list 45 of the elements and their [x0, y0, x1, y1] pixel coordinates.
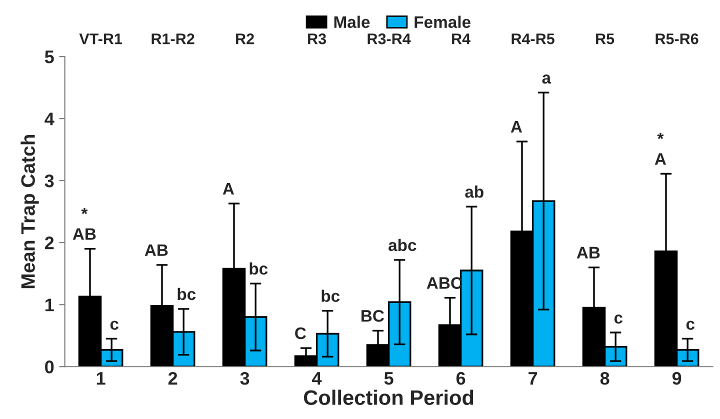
text: R5-R6: [656, 33, 698, 44]
y-tick-label: 0: [45, 360, 54, 374]
x-tick-label: 4: [312, 372, 322, 385]
annotation: c: [110, 320, 119, 330]
y-tick-label: 1: [45, 298, 54, 312]
annotation: ab: [465, 186, 484, 198]
annotation: AB: [576, 246, 600, 258]
annotation: * A: [654, 132, 666, 165]
annotation: C: [295, 327, 306, 340]
y-tick-label: 3: [44, 174, 54, 188]
annotation: * AB: [72, 208, 96, 240]
text: R3: [308, 33, 326, 44]
annotation: bc: [178, 288, 196, 300]
annotation: a: [542, 74, 552, 84]
y-tick-label: 4: [44, 112, 54, 126]
annotation: bc: [250, 262, 268, 275]
x-tick-label: 5: [384, 372, 394, 385]
text: VT-R1: [79, 34, 122, 44]
x-tick-label: 8: [600, 372, 610, 385]
y-axis-title: Mean Trap Catch: [20, 134, 39, 288]
text: R4: [452, 34, 470, 44]
text: R3-R4: [368, 33, 411, 44]
annotation: c: [614, 314, 623, 324]
text: R2: [236, 33, 254, 44]
annotation: A: [222, 183, 234, 195]
y-tick-label: 5: [44, 50, 54, 64]
annotation: BC: [362, 310, 384, 322]
annotation: AB: [144, 244, 168, 256]
x-tick-label: 2: [168, 372, 178, 385]
annotation: abc: [388, 238, 416, 252]
legend-label: Male: [334, 16, 370, 28]
x-tick-label: 9: [672, 372, 682, 385]
y-tick-label: 2: [44, 236, 54, 250]
legend-label: Female: [414, 16, 470, 28]
x-tick-label: 7: [528, 372, 538, 385]
x-axis-title: Collection Period: [304, 390, 474, 406]
text: R1-R2: [152, 33, 194, 44]
text: R5: [596, 34, 614, 44]
annotation: c: [686, 320, 695, 330]
annotation: A: [510, 121, 522, 133]
x-tick-label: 1: [96, 372, 106, 385]
x-tick-label: 3: [240, 372, 250, 385]
x-tick-label: 6: [456, 372, 466, 385]
text: R4-R5: [512, 34, 554, 44]
annotation: bc: [322, 290, 340, 302]
